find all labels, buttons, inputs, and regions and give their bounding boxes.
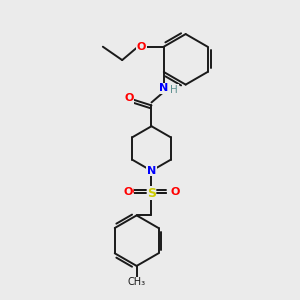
Text: O: O — [137, 42, 146, 52]
Text: O: O — [124, 93, 134, 103]
Text: O: O — [124, 187, 134, 196]
Text: H: H — [170, 85, 178, 95]
Text: O: O — [123, 187, 132, 196]
Text: N: N — [147, 166, 156, 176]
Text: S: S — [147, 187, 156, 200]
Text: O: O — [171, 187, 180, 196]
Text: CH₃: CH₃ — [128, 277, 146, 287]
Text: S: S — [147, 187, 156, 200]
Text: O: O — [169, 187, 178, 196]
Text: N: N — [159, 83, 168, 93]
